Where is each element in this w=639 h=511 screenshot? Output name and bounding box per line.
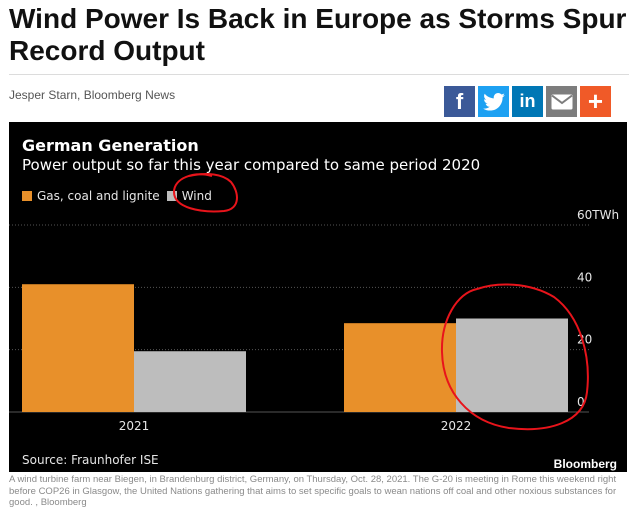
legend-swatch-gas [22, 191, 32, 201]
photo-caption: A wind turbine farm near Biegen, in Bran… [9, 474, 617, 508]
share-bar: f in + [444, 86, 611, 117]
legend-label-wind: Wind [181, 189, 212, 203]
chart-title: German Generation [22, 136, 199, 155]
y-tick-label: 0 [577, 395, 585, 409]
chart-subtitle: Power output so far this year compared t… [22, 156, 481, 174]
bar-wind-2022 [456, 318, 568, 412]
chart-panel: German Generation Power output so far th… [9, 122, 627, 472]
bar-gas-coal-and-lignite-2022 [344, 323, 456, 412]
annotation-circle-legend [172, 173, 238, 213]
twitter-share-button[interactable] [478, 86, 509, 117]
x-tick-label: 2022 [441, 419, 472, 433]
chart-source: Source: Fraunhofer ISE [22, 453, 159, 467]
facebook-share-button[interactable]: f [444, 86, 475, 117]
headline: Wind Power Is Back in Europe as Storms S… [9, 3, 627, 66]
legend-item-wind: Wind [166, 189, 212, 203]
legend-item-gas: Gas, coal and lignite [22, 189, 160, 203]
bloomberg-logo: Bloomberg [553, 457, 617, 471]
linkedin-icon: in [519, 91, 536, 111]
y-tick-label: 40 [577, 270, 592, 284]
linkedin-share-button[interactable]: in [512, 86, 543, 117]
byline: Jesper Starn, Bloomberg News [9, 88, 176, 102]
twitter-icon [482, 92, 505, 111]
bar-gas-coal-and-lignite-2021 [22, 284, 134, 412]
email-icon [550, 94, 573, 109]
more-share-button[interactable]: + [580, 86, 611, 117]
legend-swatch-wind [166, 191, 177, 201]
facebook-icon: f [455, 88, 464, 114]
y-tick-label: 60TWh [577, 208, 619, 222]
email-share-button[interactable] [546, 86, 577, 117]
chart-legend: Gas, coal and lignite Wind [22, 189, 219, 203]
x-tick-label: 2021 [119, 419, 150, 433]
divider [9, 74, 629, 75]
plus-icon: + [587, 86, 604, 116]
annotation-circle-wind-2022 [440, 283, 589, 431]
bar-wind-2021 [134, 351, 246, 412]
legend-label-gas: Gas, coal and lignite [37, 189, 160, 203]
